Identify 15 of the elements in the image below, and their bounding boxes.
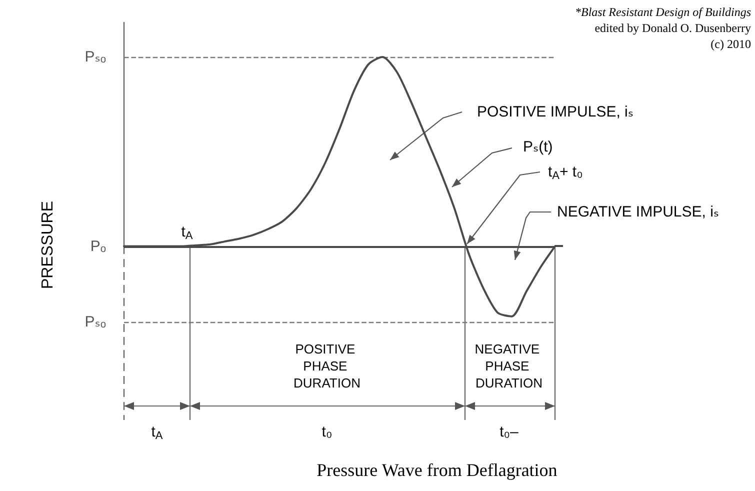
annotation: Pₛ(t) (523, 138, 553, 156)
text: t₀ (322, 424, 332, 440)
annotation: POSITIVE IMPULSE, iₛ (477, 104, 634, 120)
text: Pressure Wave from Deflagration (316, 460, 558, 480)
text: POSITIVE PHASE DURATION (294, 342, 360, 390)
text: NEGATIVE IMPULSE, iₛ (557, 204, 720, 220)
ref-line-label: Pₛₒ (84, 48, 106, 66)
ref-line-label: Pₒ (90, 238, 106, 255)
text: *Blast Resistant Design of Buildings (575, 5, 752, 19)
y-axis-title: PRESSURE (40, 200, 56, 290)
text: NEGATIVE PHASE DURATION (474, 342, 544, 390)
text: t₀– (500, 424, 520, 440)
text: (c) 2010 (710, 37, 751, 51)
text: edited by Donald O. Dusenberry (594, 21, 751, 35)
ref-line-label: Pₛₒ (84, 314, 106, 330)
